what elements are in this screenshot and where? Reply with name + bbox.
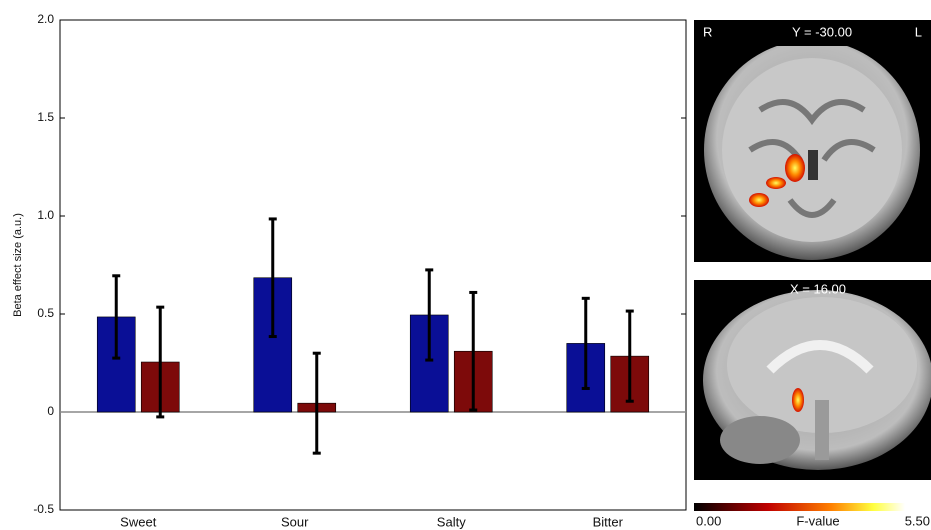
y-tick-label: 0.5 <box>37 306 54 320</box>
sagittal-panel: X = 16.00 <box>694 280 931 480</box>
error-bar <box>581 296 590 390</box>
y-tick-label: -0.5 <box>33 502 54 516</box>
y-tick-label: 0 <box>47 404 54 418</box>
colorbar-label: F-value <box>796 513 839 528</box>
y-tick-label: 2.0 <box>37 12 54 26</box>
y-axis-label: Beta effect size (a.u.) <box>12 213 24 317</box>
error-bar <box>112 274 121 360</box>
x-tick-label: Salty <box>437 514 466 529</box>
coronal-panel: R Y = -30.00 L <box>694 20 931 262</box>
error-bar <box>425 268 434 362</box>
colorbar <box>694 503 905 511</box>
y-tick-label: 1.0 <box>37 208 54 222</box>
plot-frame <box>59 19 687 511</box>
x-tick-label: Bitter <box>593 514 624 529</box>
slice-label: X = 16.00 <box>790 281 846 296</box>
orientation-label: R <box>703 24 712 39</box>
error-bar <box>469 290 478 412</box>
slice-label: Y = -30.00 <box>792 24 852 39</box>
error-bar <box>268 217 277 339</box>
x-tick-label: Sweet <box>120 514 157 529</box>
error-bar <box>625 309 634 403</box>
colorbar-max: 5.50 <box>905 513 930 528</box>
colorbar-min: 0.00 <box>696 513 721 528</box>
orientation-label: L <box>915 24 922 39</box>
error-bar <box>156 305 165 419</box>
error-bar <box>312 351 321 455</box>
y-tick-label: 1.5 <box>37 110 54 124</box>
x-tick-label: Sour <box>281 514 309 529</box>
